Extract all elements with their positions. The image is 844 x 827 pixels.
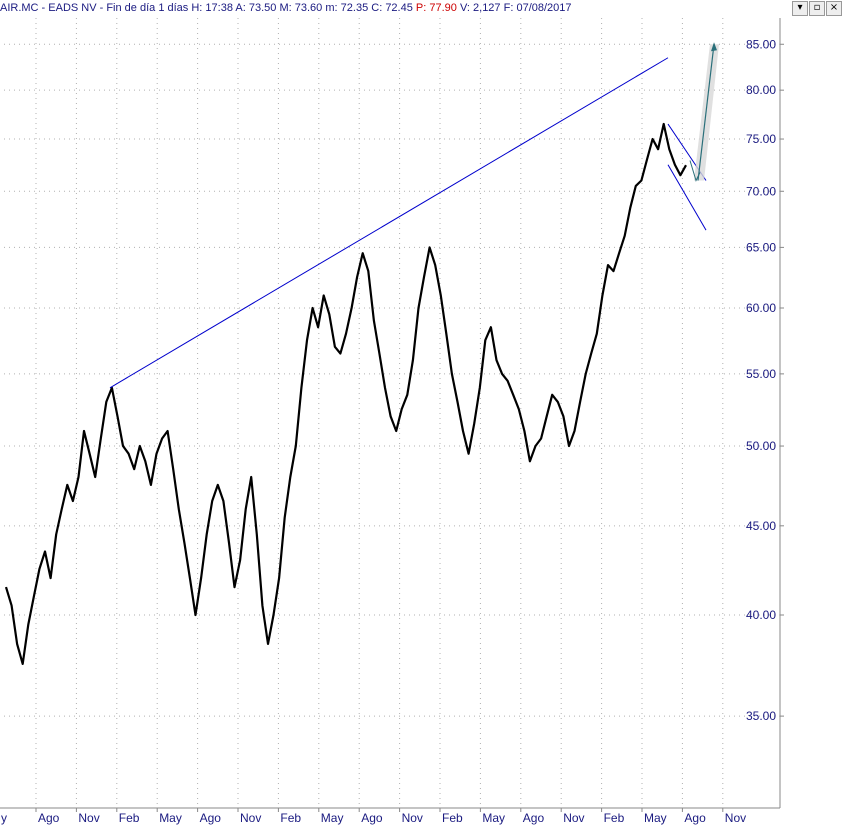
x-tick-label: Ago <box>684 811 706 825</box>
trendline <box>667 164 707 231</box>
projection-arrow-head <box>711 42 717 52</box>
v-value: 2,127 <box>473 2 501 14</box>
chart-header: AIR.MC - EADS NV - Fin de día 1 días H: … <box>0 0 844 16</box>
x-tick-label: Feb <box>280 811 301 825</box>
h-value: 17:38 <box>205 2 233 14</box>
x-tick-label: Ago <box>523 811 545 825</box>
x-tick-label: Nov <box>725 811 746 825</box>
projection-arrow-line <box>697 44 715 181</box>
price-series-line <box>4 122 687 665</box>
y-axis: 35.00 40.00 45.00 50.00 55.00 60.00 65.00 70.00… <box>746 37 784 723</box>
a-label: A: <box>235 2 246 14</box>
chart-lines <box>4 42 719 665</box>
v-label: V: <box>459 2 470 14</box>
y-tick-label: 35.00 <box>746 709 776 723</box>
p-value: : 77.90 <box>423 2 457 14</box>
symbol-title: AIR.MC - EADS NV - Fin de día 1 días <box>0 2 189 14</box>
x-tick-label: May <box>159 811 182 825</box>
y-tick-label: 55.00 <box>746 367 776 381</box>
x-tick-label: Feb <box>442 811 463 825</box>
y-tick-label: 65.00 <box>746 240 776 254</box>
y-tick-label: 45.00 <box>746 519 776 533</box>
y-tick-label: 75.00 <box>746 132 776 146</box>
p-label: P <box>415 2 424 14</box>
x-tick-label: Feb <box>604 811 625 825</box>
x-tick-label: Nov <box>402 811 423 825</box>
y-tick-label: 85.00 <box>746 37 776 51</box>
x-tick-label: May <box>482 811 505 825</box>
window-controls: ▾ ▫ × <box>792 1 842 16</box>
x-axis: y Ago Nov Feb May Ago Nov Feb May Ago Nov Feb May Ago… <box>1 808 746 825</box>
mi-value: 72.35 <box>340 2 369 14</box>
x-tick-label: Nov <box>78 811 99 825</box>
x-tick-label: Ago <box>200 811 222 825</box>
f-label: F: <box>503 2 514 14</box>
y-tick-label: 40.00 <box>746 608 776 622</box>
restore-button[interactable]: ▫ <box>809 1 825 16</box>
m-label: M: <box>279 2 292 14</box>
x-tick-label: Feb <box>119 811 140 825</box>
m-value: 73.60 <box>294 2 323 14</box>
x-tick-label: Ago <box>38 811 60 825</box>
minimize-button[interactable]: ▾ <box>792 1 808 16</box>
x-tick-label: Ago <box>361 811 383 825</box>
pullback-arrow <box>689 160 701 182</box>
close-button[interactable]: × <box>826 1 842 16</box>
y-tick-label: 60.00 <box>746 301 776 315</box>
f-value: 07/08/2017 <box>516 2 572 14</box>
y-tick-label: 50.00 <box>746 439 776 453</box>
y-tick-label: 80.00 <box>746 83 776 97</box>
mi-label: m: <box>325 2 338 14</box>
a-value: 73.50 <box>248 2 277 14</box>
c-value: 72.45 <box>385 2 413 14</box>
y-tick-label: 70.00 <box>746 184 776 198</box>
x-tick-label: y <box>1 811 7 825</box>
h-label: H: <box>191 2 203 14</box>
x-tick-label: Nov <box>563 811 584 825</box>
x-tick-label: May <box>644 811 667 825</box>
x-tick-label: May <box>321 811 344 825</box>
c-label: C: <box>371 2 383 14</box>
trendline <box>109 57 669 389</box>
x-tick-label: Nov <box>240 811 261 825</box>
